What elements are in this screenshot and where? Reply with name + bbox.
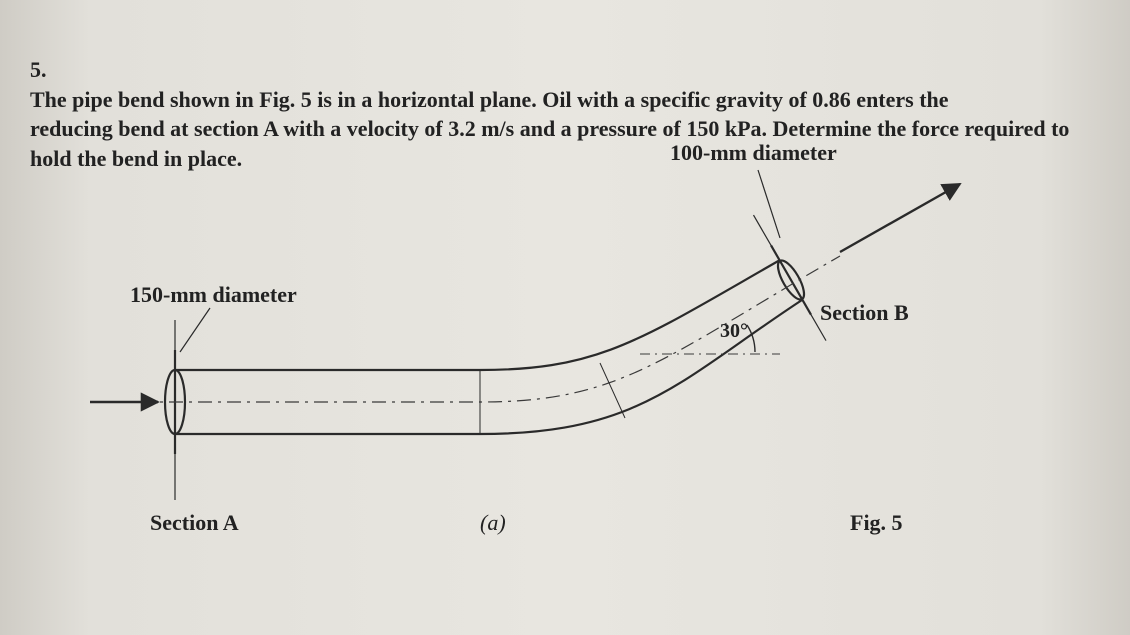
- question-number: 5.: [30, 55, 70, 85]
- label-subfig: (a): [480, 510, 506, 536]
- label-section-b: Section B: [820, 300, 909, 326]
- label-diameter-a: 150-mm diameter: [130, 282, 297, 308]
- figure-5: 150-mm diameter 100-mm diameter 30° Sect…: [80, 140, 1060, 580]
- label-diameter-b: 100-mm diameter: [670, 140, 837, 166]
- label-figure-number: Fig. 5: [850, 510, 903, 536]
- page-root: 5. The pipe bend shown in Fig. 5 is in a…: [0, 0, 1130, 635]
- label-section-a: Section A: [150, 510, 239, 536]
- question-line-2: reducing bend at section A with a veloci…: [30, 116, 1069, 141]
- question-line-1: The pipe bend shown in Fig. 5 is in a ho…: [30, 87, 949, 112]
- label-angle: 30°: [720, 320, 748, 343]
